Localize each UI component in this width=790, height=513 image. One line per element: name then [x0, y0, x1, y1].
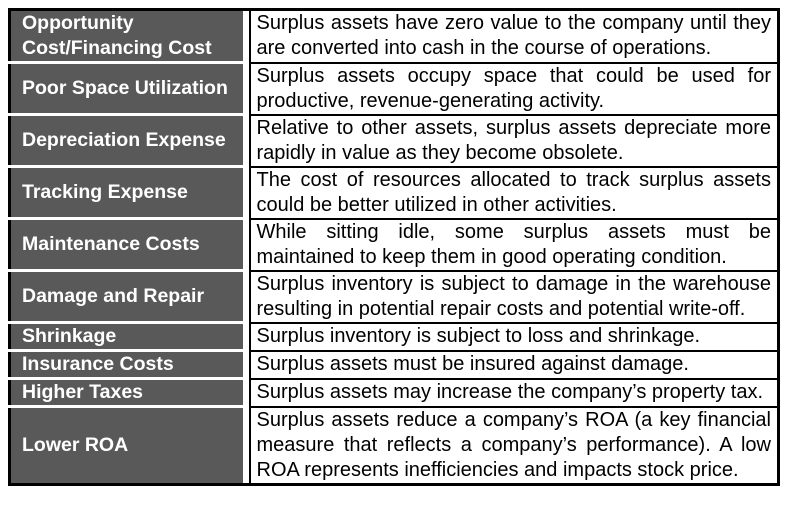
table-row: Opportunity Cost/Financing Cost Surplus …: [9, 9, 779, 64]
table-row: Lower ROA Surplus assets reduce a compan…: [9, 406, 779, 484]
cost-description-cell: Surplus assets may increase the company’…: [248, 378, 779, 408]
cost-description-cell: Surplus assets occupy space that could b…: [248, 62, 779, 116]
cost-category-cell: Maintenance Costs: [9, 218, 243, 272]
table-row: Tracking Expense The cost of resources a…: [9, 166, 779, 220]
cost-category-cell: Opportunity Cost/Financing Cost: [9, 9, 243, 64]
table-row: Higher Taxes Surplus assets may increase…: [9, 378, 779, 408]
column-gap: [242, 62, 250, 115]
column-gap: [242, 9, 250, 63]
table-row: Poor Space Utilization Surplus assets oc…: [9, 62, 779, 116]
page: Opportunity Cost/Financing Cost Surplus …: [8, 8, 780, 486]
table-row: Depreciation Expense Relative to other a…: [9, 114, 779, 168]
cost-description-cell: While sitting idle, some surplus assets …: [248, 218, 779, 272]
cost-description-cell: Relative to other assets, surplus assets…: [248, 114, 779, 168]
column-gap: [242, 378, 250, 407]
column-gap: [242, 114, 250, 167]
cost-description-cell: Surplus assets must be insured against d…: [248, 350, 779, 380]
cost-description-cell: Surplus inventory is subject to loss and…: [248, 322, 779, 352]
table-row: Damage and Repair Surplus inventory is s…: [9, 270, 779, 324]
column-gap: [242, 350, 250, 379]
table-row: Maintenance Costs While sitting idle, so…: [9, 218, 779, 272]
column-gap: [242, 322, 250, 351]
cost-category-cell: Poor Space Utilization: [9, 62, 243, 116]
table-row: Shrinkage Surplus inventory is subject t…: [9, 322, 779, 352]
surplus-asset-costs-table: Opportunity Cost/Financing Cost Surplus …: [8, 8, 780, 486]
cost-category-cell: Shrinkage: [9, 322, 243, 352]
cost-description-cell: The cost of resources allocated to track…: [248, 166, 779, 220]
cost-category-cell: Higher Taxes: [9, 378, 243, 408]
column-gap: [242, 166, 250, 219]
column-gap: [242, 406, 250, 484]
cost-description-cell: Surplus inventory is subject to damage i…: [248, 270, 779, 324]
cost-description-cell: Surplus assets reduce a company’s ROA (a…: [248, 406, 779, 484]
cost-category-cell: Lower ROA: [9, 406, 243, 484]
column-gap: [242, 218, 250, 271]
cost-category-cell: Tracking Expense: [9, 166, 243, 220]
cost-category-cell: Depreciation Expense: [9, 114, 243, 168]
column-gap: [242, 270, 250, 323]
cost-category-cell: Insurance Costs: [9, 350, 243, 380]
cost-description-cell: Surplus assets have zero value to the co…: [248, 9, 779, 64]
table-row: Insurance Costs Surplus assets must be i…: [9, 350, 779, 380]
cost-category-cell: Damage and Repair: [9, 270, 243, 324]
